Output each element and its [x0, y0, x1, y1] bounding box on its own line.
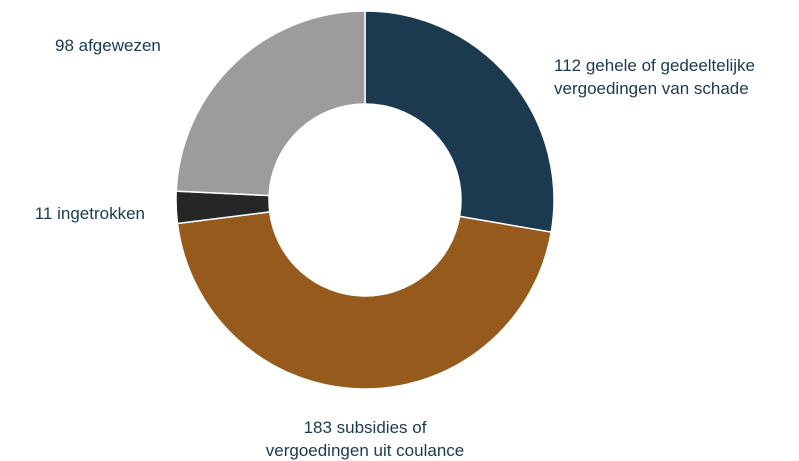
donut-slice-3 — [175, 10, 366, 197]
slice-label-line: 98 afgewezen — [55, 36, 161, 55]
slice-label-line: 183 subsidies of — [304, 418, 427, 437]
slice-label-line: 112 gehele of gedeeltelijke — [554, 56, 755, 75]
chart-slices — [175, 10, 555, 390]
slice-label-2: 11 ingetrokken — [35, 204, 145, 223]
chart-labels: 112 gehele of gedeeltelijke vergoedingen … — [35, 36, 755, 460]
donut-slice-0 — [364, 10, 555, 234]
slice-label-line: vergoedingen uit coulance — [266, 441, 464, 460]
slice-label-3: 98 afgewezen — [55, 36, 161, 55]
donut-slice-1 — [176, 211, 553, 390]
slice-label-0: 112 gehele of gedeeltelijke vergoedingen … — [554, 56, 755, 98]
slice-label-line: vergoedingen van schade — [554, 79, 749, 98]
slice-label-line: 11 ingetrokken — [35, 204, 145, 223]
slice-label-1: 183 subsidies of vergoedingen uit coulanc… — [266, 418, 464, 460]
